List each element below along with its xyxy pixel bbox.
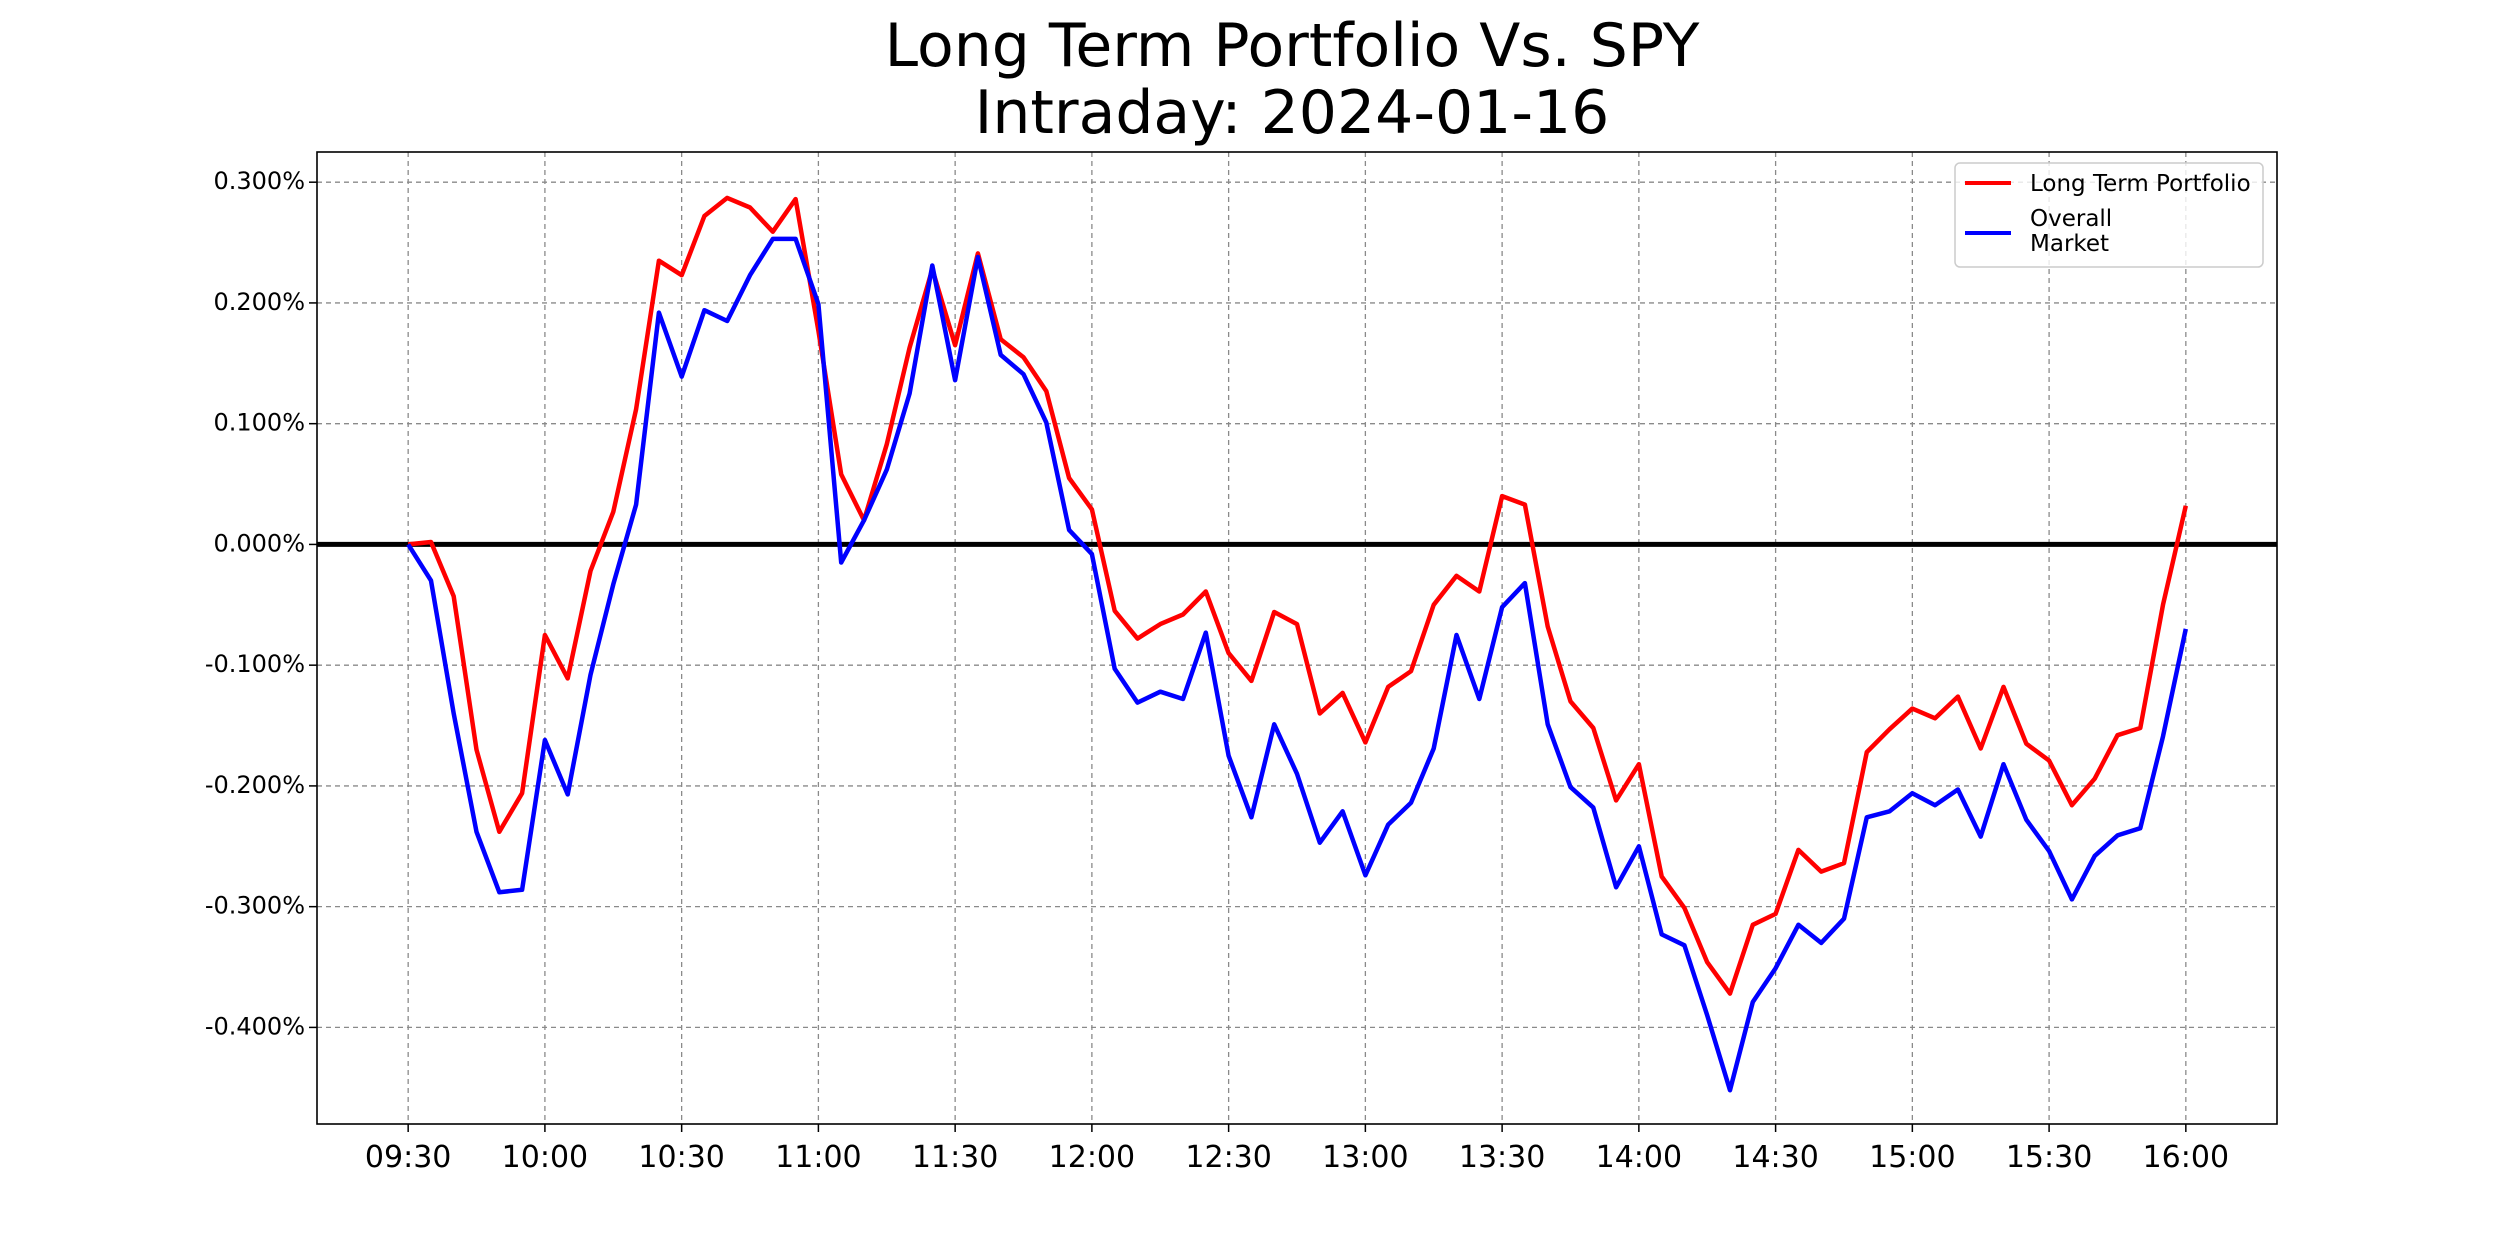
x-tick-label: 15:30 (2006, 1140, 2092, 1175)
x-axis-ticks: 09:30 10:00 10:30 11:00 11:30 12:00 12:30 13:00… (365, 1124, 2229, 1175)
y-tick-label: -0.400% (205, 1012, 305, 1040)
y-tick-label: 0.000% (213, 529, 305, 557)
series-layer (406, 195, 2189, 1093)
x-tick-label: 11:30 (912, 1140, 998, 1175)
x-tick-label: 12:00 (1049, 1140, 1135, 1175)
legend-label-overall-market-line2: Market (2030, 231, 2109, 257)
chart-subtitle: Intraday: 2024-01-16 (975, 78, 1610, 148)
x-tick-label: 12:30 (1185, 1140, 1271, 1175)
y-tick-label: -0.300% (205, 892, 305, 920)
chart-title: Long Term Portfolio Vs. SPY (885, 11, 1700, 81)
y-tick-label: 0.200% (213, 288, 305, 316)
x-tick-label: 15:00 (1869, 1140, 1955, 1175)
x-tick-label: 10:30 (638, 1140, 724, 1175)
x-tick-label: 10:00 (502, 1140, 588, 1175)
legend-box (1954, 162, 2264, 268)
grid (317, 152, 2277, 1124)
x-tick-label: 16:00 (2143, 1140, 2229, 1175)
series-line-overall-market (406, 236, 2189, 1093)
x-tick-label: 14:00 (1596, 1140, 1682, 1175)
x-tick-label: 14:30 (1732, 1140, 1818, 1175)
x-tick-label: 11:00 (775, 1140, 861, 1175)
legend-label-long-term-portfolio: Long Term Portfolio (2030, 171, 2251, 197)
x-tick-label: 09:30 (365, 1140, 451, 1175)
plot-frame (316, 151, 2278, 1125)
legend-label-overall-market: Overall Market (2030, 206, 2120, 257)
legend-label-overall-market-line1: Overall (2030, 206, 2112, 232)
y-tick-label: -0.200% (205, 771, 305, 799)
y-axis-ticks: 0.300% 0.200% 0.100% 0.000% -0.100% -0.200% -0… (205, 167, 317, 1040)
x-tick-label: 13:00 (1322, 1140, 1408, 1175)
legend: Long Term Portfolio Overall Market (1954, 162, 2264, 268)
y-tick-label: 0.100% (213, 409, 305, 437)
series-line-long-term-portfolio (407, 195, 2188, 996)
y-tick-label: -0.100% (205, 650, 305, 678)
x-tick-label: 13:30 (1459, 1140, 1545, 1175)
y-tick-label: 0.300% (213, 167, 305, 195)
